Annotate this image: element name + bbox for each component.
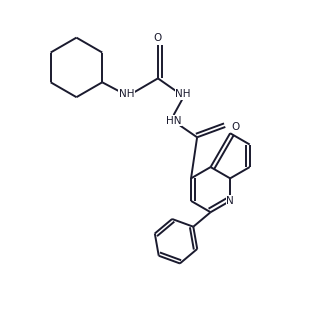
Text: O: O <box>154 33 162 43</box>
Text: NH: NH <box>119 89 134 99</box>
Text: N: N <box>226 196 234 206</box>
Text: HN: HN <box>166 116 182 126</box>
Text: NH: NH <box>175 89 191 99</box>
Text: O: O <box>231 122 239 132</box>
